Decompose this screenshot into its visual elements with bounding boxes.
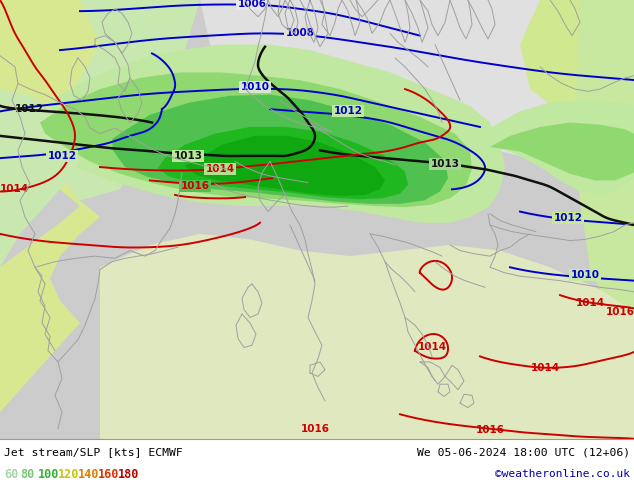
Text: 1012: 1012 [553, 213, 583, 223]
Polygon shape [200, 0, 634, 178]
Polygon shape [490, 122, 634, 180]
Polygon shape [460, 100, 634, 195]
Text: ©weatheronline.co.uk: ©weatheronline.co.uk [495, 469, 630, 479]
Text: We 05-06-2024 18:00 UTC (12+06): We 05-06-2024 18:00 UTC (12+06) [417, 447, 630, 457]
Polygon shape [100, 234, 634, 490]
Text: 1013: 1013 [174, 151, 202, 161]
Text: 1016: 1016 [605, 307, 634, 317]
Text: 140: 140 [78, 468, 100, 481]
Text: 120: 120 [58, 468, 79, 481]
Text: 1014: 1014 [205, 164, 235, 174]
Polygon shape [575, 0, 634, 323]
Text: 1012: 1012 [333, 106, 363, 116]
Polygon shape [0, 0, 100, 490]
Polygon shape [112, 95, 448, 204]
Text: Jet stream/SLP [kts] ECMWF: Jet stream/SLP [kts] ECMWF [4, 447, 183, 457]
Text: 100: 100 [38, 468, 60, 481]
Text: 1006: 1006 [238, 0, 266, 9]
Polygon shape [0, 89, 80, 267]
Text: 1014: 1014 [531, 363, 560, 372]
Text: 1012: 1012 [15, 104, 44, 114]
Text: 1014: 1014 [417, 343, 446, 352]
Text: 1016: 1016 [476, 425, 505, 435]
Polygon shape [185, 136, 385, 196]
Text: 1012: 1012 [48, 151, 77, 161]
Text: 180: 180 [118, 468, 139, 481]
Polygon shape [0, 45, 505, 223]
Text: 1010: 1010 [571, 270, 600, 280]
Text: 80: 80 [20, 468, 34, 481]
Text: 1016: 1016 [181, 181, 209, 191]
Text: 1014: 1014 [576, 298, 605, 308]
Polygon shape [520, 0, 634, 111]
Bar [0, 439, 634, 490]
Text: 1008: 1008 [285, 28, 314, 38]
Polygon shape [158, 127, 408, 199]
Polygon shape [0, 0, 200, 200]
Text: 1016: 1016 [301, 424, 330, 434]
Text: 160: 160 [98, 468, 119, 481]
Text: 1010: 1010 [240, 82, 269, 92]
Text: 1013: 1013 [430, 159, 460, 169]
Text: 1014: 1014 [0, 184, 29, 195]
Polygon shape [40, 73, 472, 207]
Text: 60: 60 [4, 468, 18, 481]
